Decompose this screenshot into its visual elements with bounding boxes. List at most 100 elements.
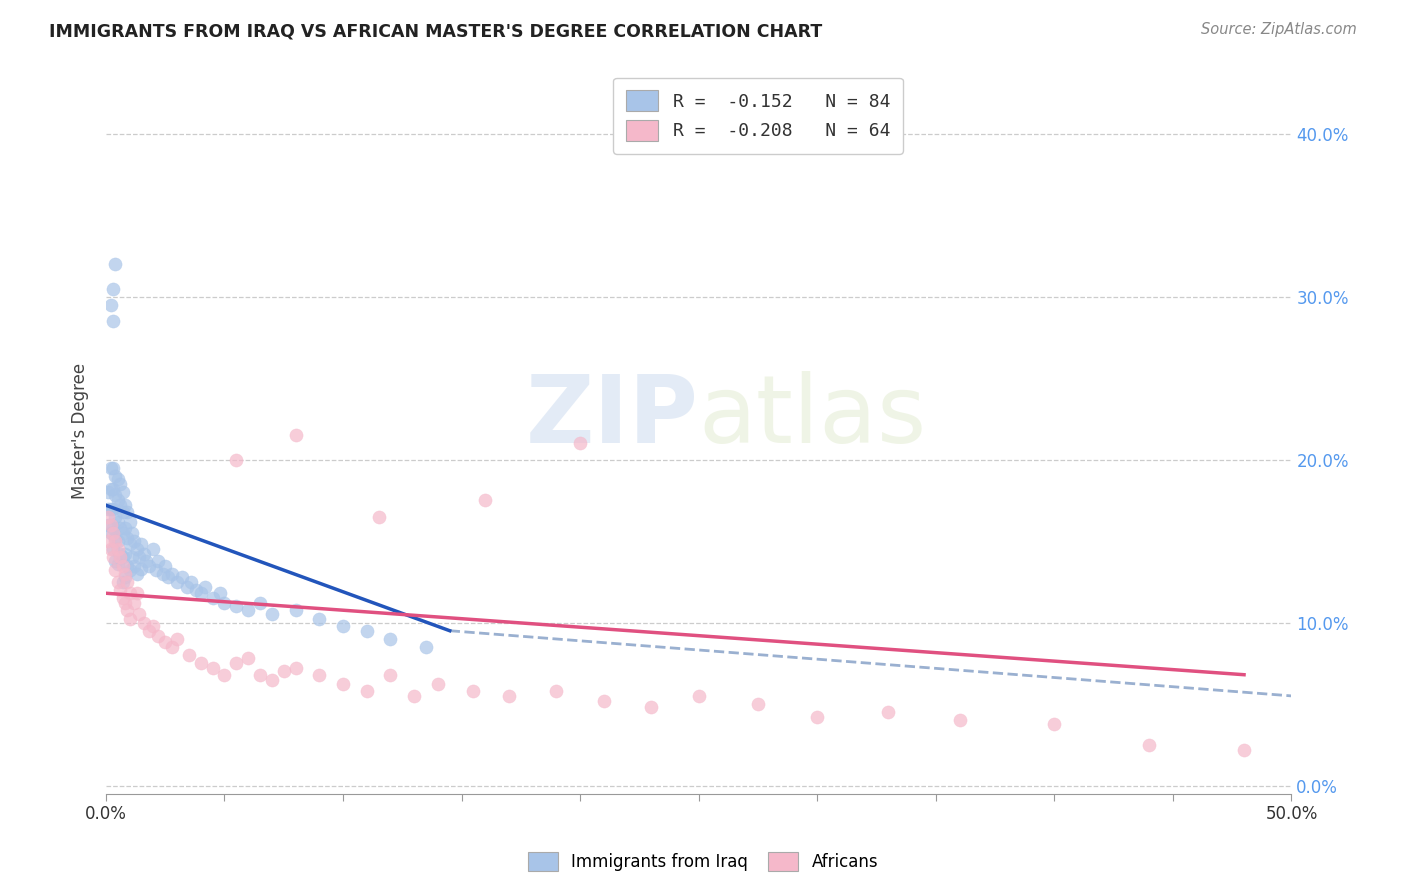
Legend: Immigrants from Iraq, Africans: Immigrants from Iraq, Africans [520,843,886,880]
Point [146,629,169,643]
Point [121,550,143,565]
Point [132,547,155,561]
Point [107,542,129,557]
Point [166,632,188,646]
Point [111,558,134,573]
Point [225,657,247,671]
Point [107,493,129,508]
Point [97,501,120,516]
Point [118,612,141,626]
Point [118,563,141,577]
Point [124,596,146,610]
Point [101,482,124,496]
Point [101,460,124,475]
Y-axis label: Master's Degree: Master's Degree [72,363,89,500]
Point [498,689,520,703]
Point [284,661,307,675]
Point [284,602,307,616]
Point [138,624,160,638]
Point [111,505,134,519]
Point [877,705,900,719]
Point [152,566,174,581]
Point [107,515,129,529]
Point [111,485,134,500]
Point [124,558,146,573]
Point [128,550,150,565]
Point [97,517,120,532]
Point [249,596,271,610]
Text: IMMIGRANTS FROM IRAQ VS AFRICAN MASTER'S DEGREE CORRELATION CHART: IMMIGRANTS FROM IRAQ VS AFRICAN MASTER'S… [49,22,823,40]
Point [214,596,236,610]
Point [332,619,354,633]
Point [162,566,184,581]
Point [128,607,150,622]
Point [111,525,134,540]
Point [142,542,165,557]
Point [308,667,330,681]
Point [108,477,131,491]
Point [101,314,124,328]
Point [114,566,136,581]
Point [132,615,155,630]
Point [592,694,614,708]
Point [142,619,165,633]
Point [238,651,260,665]
Point [308,612,330,626]
Point [101,550,124,565]
Point [107,472,129,486]
Point [238,602,260,616]
Point [546,684,568,698]
Point [97,509,120,524]
Point [101,525,124,540]
Point [463,684,485,698]
Point [125,542,148,557]
Point [356,684,378,698]
Point [356,624,378,638]
Point [415,640,437,654]
Text: ZIP: ZIP [526,370,699,463]
Point [190,657,212,671]
Point [117,505,139,519]
Point [176,580,198,594]
Point [153,635,176,649]
Point [225,452,247,467]
Point [104,469,127,483]
Point [114,498,136,512]
Point [170,570,193,584]
Point [426,677,449,691]
Point [117,602,139,616]
Point [118,515,141,529]
Point [104,509,127,524]
Point [380,667,402,681]
Point [569,436,592,450]
Point [121,525,143,540]
Point [114,521,136,535]
Point [208,586,231,600]
Point [107,574,129,589]
Point [101,542,124,557]
Point [284,428,307,442]
Point [153,558,176,573]
Point [162,640,184,654]
Point [101,521,124,535]
Point [97,485,120,500]
Point [100,517,122,532]
Point [124,534,146,549]
Point [107,557,129,571]
Point [1043,716,1066,731]
Point [135,554,157,568]
Point [125,586,148,600]
Point [145,563,167,577]
Point [260,673,283,687]
Point [249,667,271,681]
Point [111,591,134,606]
Point [156,570,179,584]
Point [100,482,122,496]
Point [806,710,828,724]
Point [101,281,124,295]
Point [747,697,769,711]
Point [380,632,402,646]
Text: Source: ZipAtlas.com: Source: ZipAtlas.com [1201,22,1357,37]
Point [1233,742,1256,756]
Point [104,563,127,577]
